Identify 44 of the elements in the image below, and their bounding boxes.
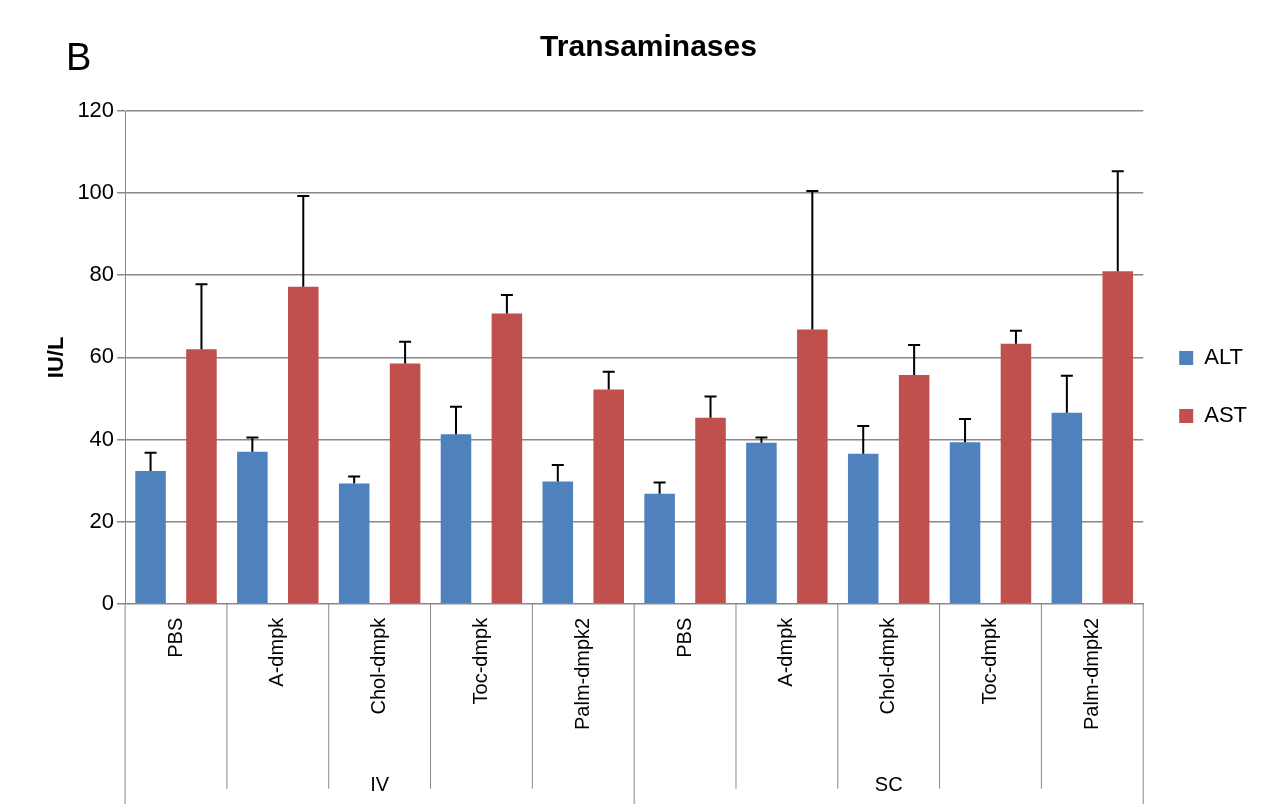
y-tick-label: 0 <box>101 589 115 615</box>
x-tick-label: A-dmpk <box>265 616 288 687</box>
bar <box>593 389 624 603</box>
x-tick-label: Palm-dmpk2 <box>1079 617 1102 731</box>
x-tick-label: PBS <box>672 617 695 658</box>
bar <box>644 493 675 603</box>
bar <box>898 375 930 603</box>
bar <box>746 442 777 603</box>
x-tick-label: Chol-dmpk <box>367 616 390 715</box>
bar <box>542 481 574 603</box>
x-tick-label: Palm-dmpk2 <box>570 617 593 731</box>
bar <box>797 329 828 603</box>
bar <box>1102 271 1134 603</box>
bar <box>1000 343 1032 603</box>
y-tick-label: 80 <box>89 261 115 287</box>
x-tick-label: Toc-dmpk <box>468 616 491 705</box>
y-tick-label: 120 <box>77 97 115 123</box>
bar <box>695 417 726 603</box>
bar <box>338 483 370 603</box>
legend-label: AST <box>1204 402 1248 428</box>
bar <box>949 442 981 603</box>
y-tick-label: 100 <box>77 179 115 205</box>
y-tick-label: 60 <box>89 343 115 369</box>
x-tick-label: Chol-dmpk <box>876 616 899 715</box>
bar <box>389 363 421 603</box>
bar <box>1051 412 1083 603</box>
text: IV <box>370 772 390 795</box>
bar <box>288 286 319 603</box>
y-tick-label: 40 <box>89 425 115 451</box>
y-axis-title: IU/L <box>43 336 69 379</box>
bar <box>440 434 472 603</box>
bar <box>491 313 523 603</box>
x-tick-label: A-dmpk <box>774 616 797 687</box>
y-tick-label: 20 <box>89 507 115 533</box>
x-tick-label: PBS <box>163 617 186 658</box>
chart-title: Transaminases <box>540 29 757 63</box>
x-tick-label: Toc-dmpk <box>978 616 1001 705</box>
bar <box>135 471 166 603</box>
text: SC <box>874 772 903 795</box>
bar <box>847 453 879 603</box>
bar <box>237 451 268 603</box>
text: B <box>66 36 92 79</box>
legend-label: ALT <box>1204 344 1243 370</box>
bar <box>186 349 217 603</box>
